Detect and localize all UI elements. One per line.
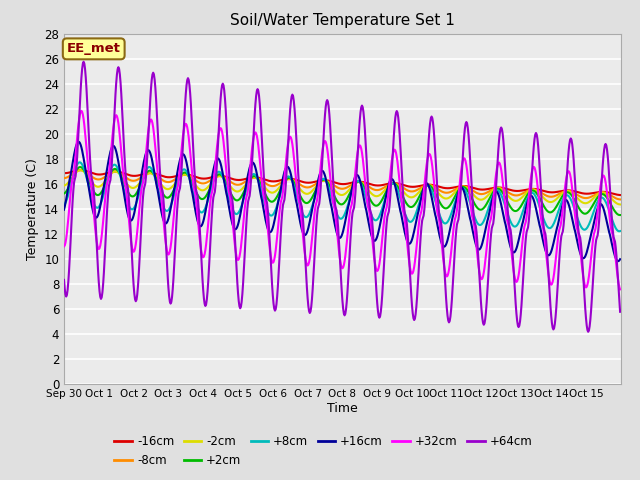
Text: EE_met: EE_met [67, 42, 121, 55]
Y-axis label: Temperature (C): Temperature (C) [26, 158, 38, 260]
X-axis label: Time: Time [327, 402, 358, 415]
Legend: -16cm, -8cm, -2cm, +2cm, +8cm, +16cm, +32cm, +64cm: -16cm, -8cm, -2cm, +2cm, +8cm, +16cm, +3… [115, 435, 532, 468]
Title: Soil/Water Temperature Set 1: Soil/Water Temperature Set 1 [230, 13, 455, 28]
